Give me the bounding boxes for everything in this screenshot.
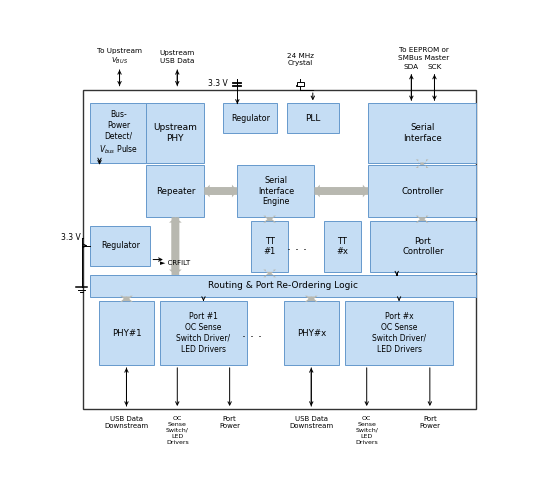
FancyArrow shape	[314, 185, 368, 197]
Text: OC
Sense
Switch/
LED
Drivers: OC Sense Switch/ LED Drivers	[355, 416, 378, 445]
FancyArrow shape	[263, 217, 276, 222]
Text: Regulator: Regulator	[101, 241, 140, 250]
Text: Repeater: Repeater	[156, 186, 195, 195]
Bar	[287, 103, 339, 133]
FancyArrow shape	[305, 296, 318, 301]
Text: To EEPROM or
SMBus Master: To EEPROM or SMBus Master	[398, 47, 449, 61]
Bar	[90, 275, 476, 297]
FancyArrow shape	[305, 297, 318, 302]
Text: ► CRFILT: ► CRFILT	[160, 261, 190, 267]
Bar	[90, 103, 147, 162]
Text: 3.3 V: 3.3 V	[60, 233, 80, 242]
Text: Upstream
USB Data: Upstream USB Data	[160, 51, 195, 64]
Text: USB Data
Downstream: USB Data Downstream	[105, 416, 149, 429]
Text: Port
Power: Port Power	[219, 416, 240, 429]
FancyArrow shape	[263, 272, 276, 277]
Text: PHY#1: PHY#1	[112, 329, 141, 338]
FancyArrow shape	[263, 270, 276, 275]
FancyArrow shape	[263, 215, 276, 221]
Text: USB Data
Downstream: USB Data Downstream	[289, 416, 334, 429]
FancyArrow shape	[169, 217, 181, 275]
Bar	[99, 301, 154, 365]
Text: Serial
Interface: Serial Interface	[403, 123, 441, 143]
Text: . . .: . . .	[242, 327, 262, 340]
Text: Regulator: Regulator	[231, 114, 270, 123]
Text: Port #1
OC Sense
Switch Driver/
LED Drivers: Port #1 OC Sense Switch Driver/ LED Driv…	[177, 313, 231, 354]
Text: 24 MHz
Crystal: 24 MHz Crystal	[287, 53, 314, 66]
Bar	[345, 301, 453, 365]
FancyArrow shape	[204, 185, 238, 197]
FancyArrow shape	[416, 215, 428, 221]
Bar	[283, 301, 339, 365]
FancyArrow shape	[169, 217, 181, 275]
FancyArrow shape	[416, 217, 428, 222]
Text: OC
Sense
Switch/
LED
Drivers: OC Sense Switch/ LED Drivers	[166, 416, 189, 445]
Text: Serial
Interface
Engine: Serial Interface Engine	[258, 176, 294, 206]
Text: Routing & Port Re-Ordering Logic: Routing & Port Re-Ordering Logic	[208, 281, 358, 290]
Text: Controller: Controller	[401, 186, 443, 195]
Text: 3.3 V: 3.3 V	[208, 79, 228, 88]
Text: TT
#x: TT #x	[336, 236, 348, 257]
Bar	[368, 103, 476, 162]
Bar	[251, 221, 288, 272]
Bar	[368, 165, 476, 217]
Text: Port
Power: Port Power	[419, 416, 440, 429]
FancyArrow shape	[120, 297, 133, 302]
Text: Upstream
PHY: Upstream PHY	[154, 123, 197, 143]
Text: To Upstream
$V_{BUS}$: To Upstream $V_{BUS}$	[97, 48, 142, 66]
Bar	[324, 221, 361, 272]
Bar	[238, 165, 314, 217]
Text: . . .: . . .	[287, 240, 307, 253]
Text: TT
#1: TT #1	[264, 236, 276, 257]
Bar	[90, 225, 150, 266]
FancyArrow shape	[120, 296, 133, 301]
Text: PHY#x: PHY#x	[296, 329, 326, 338]
Text: PLL: PLL	[305, 114, 320, 123]
FancyArrow shape	[204, 185, 238, 197]
Text: Port
Controller: Port Controller	[402, 236, 444, 257]
FancyArrow shape	[416, 159, 428, 165]
Bar	[298, 83, 304, 86]
Bar	[147, 165, 204, 217]
Bar	[83, 90, 476, 409]
Bar	[160, 301, 246, 365]
Text: Port #x
OC Sense
Switch Driver/
LED Drivers: Port #x OC Sense Switch Driver/ LED Driv…	[372, 313, 426, 354]
Bar	[147, 103, 204, 162]
Text: Bus-
Power
Detect/
$V_{bus}$ Pulse: Bus- Power Detect/ $V_{bus}$ Pulse	[99, 110, 138, 155]
Text: SDA: SDA	[404, 64, 419, 70]
Text: SCK: SCK	[427, 64, 441, 70]
Bar	[223, 103, 277, 133]
FancyArrow shape	[314, 185, 368, 197]
FancyArrow shape	[416, 162, 428, 168]
Bar	[370, 221, 476, 272]
